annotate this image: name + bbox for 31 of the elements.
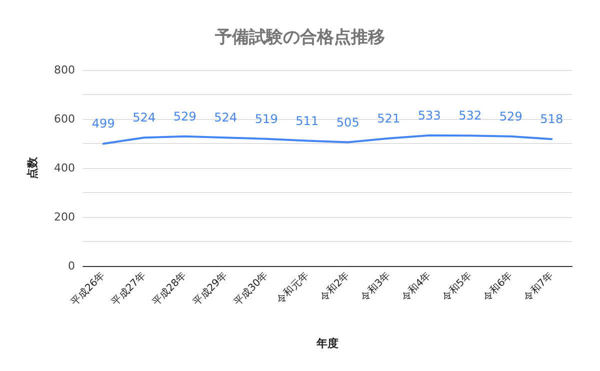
- data-label: 524: [214, 110, 238, 125]
- x-tick-label: 平成28年: [150, 269, 189, 308]
- x-tick-label: 平成29年: [190, 269, 230, 308]
- data-label: 524: [132, 110, 156, 125]
- chart-title: 予備試験の合格点推移: [214, 28, 385, 48]
- x-tick-label: 令和2年: [318, 269, 352, 304]
- data-label: 532: [458, 108, 482, 123]
- line-series: [102, 134, 553, 145]
- data-label: 521: [377, 111, 400, 126]
- y-tick-label: 600: [54, 112, 75, 126]
- data-label: 518: [540, 112, 564, 126]
- y-tick-label: 200: [54, 210, 75, 224]
- data-label: 499: [92, 116, 115, 131]
- y-tick-label: 400: [54, 162, 75, 174]
- x-tick-label: 平成30年: [232, 269, 270, 308]
- data-label: 529: [173, 109, 196, 124]
- x-tick-label: 令和元年: [274, 269, 312, 306]
- data-label: 519: [254, 112, 278, 126]
- x-tick-label: 令和3年: [358, 269, 393, 304]
- data-label: 533: [418, 108, 441, 122]
- y-tick-label: 800: [54, 64, 75, 76]
- x-axis-title: 年度: [316, 337, 338, 350]
- x-tick-label: 平成27年: [109, 269, 148, 308]
- x-tick-label: 令和5年: [440, 269, 474, 304]
- x-tick-label: 令和7年: [521, 269, 556, 304]
- x-tick-label: 令和4年: [399, 269, 434, 304]
- data-label: 529: [499, 109, 522, 124]
- data-label: 511: [296, 114, 319, 128]
- y-axis-title: 点数: [26, 156, 39, 179]
- x-tick-label: 令和6年: [480, 269, 515, 304]
- data-label: 505: [336, 115, 360, 130]
